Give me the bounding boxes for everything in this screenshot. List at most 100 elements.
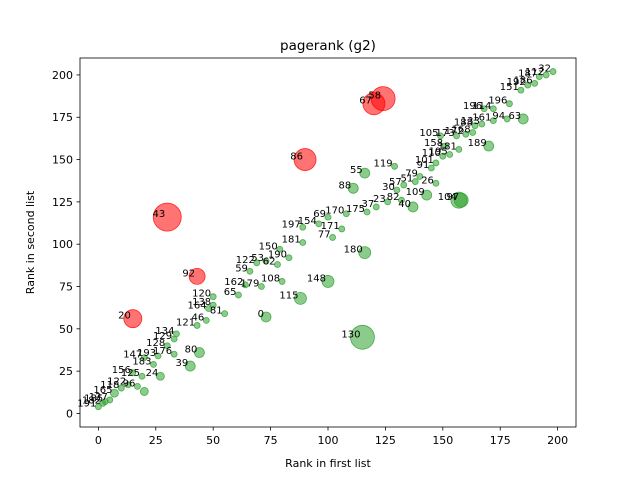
data-point-green [531, 79, 539, 87]
point-label: 154 [298, 216, 317, 227]
y-tick-label: 100 [52, 238, 73, 251]
point-label: 0 [258, 309, 264, 320]
data-point-green [274, 261, 281, 268]
data-point-green [398, 196, 405, 204]
y-tick-label: 50 [59, 323, 73, 336]
point-label: 130 [341, 329, 360, 340]
point-label: 151 [500, 82, 519, 93]
data-point-green [117, 384, 125, 392]
data-point-green [276, 245, 284, 253]
data-point-green [416, 173, 424, 180]
data-point-green [155, 371, 165, 381]
point-label: 55 [350, 165, 363, 176]
points-layer [94, 68, 557, 411]
point-label: 57 [389, 177, 402, 188]
x-axis-ticks: 0 25 50 75 100 125 150 175 200 [95, 427, 568, 447]
point-label: 101 [415, 155, 434, 166]
data-point-green [299, 223, 307, 231]
point-label: 183 [132, 356, 151, 367]
data-point-green [278, 278, 286, 285]
point-label: 32 [538, 64, 551, 75]
point-label: 170 [325, 206, 344, 217]
data-point-red [123, 309, 143, 329]
point-label: 175 [346, 204, 365, 215]
point-label: 63 [508, 111, 521, 122]
point-label: 81 [210, 306, 223, 317]
data-point-green [246, 267, 254, 275]
point-label: 171 [321, 221, 340, 232]
data-point-green [391, 162, 398, 170]
point-label: 46 [192, 312, 205, 323]
chart-title: pagerank (g2) [280, 38, 376, 54]
point-label: 127 [89, 392, 108, 403]
data-point-green [163, 342, 171, 350]
point-label: 181 [282, 235, 301, 246]
data-point-green [324, 213, 332, 221]
x-tick-label: 0 [95, 434, 102, 447]
data-point-green [258, 283, 265, 290]
data-point-green [384, 198, 392, 206]
point-label: 105 [419, 128, 438, 139]
point-label: 138 [192, 297, 211, 308]
point-label: 188 [454, 118, 473, 129]
point-label: 58 [368, 91, 381, 102]
data-point-green [235, 291, 242, 299]
point-label: 109 [406, 187, 425, 198]
x-tick-label: 175 [490, 434, 511, 447]
point-label: 158 [424, 138, 443, 149]
data-point-green [329, 234, 336, 241]
data-point-green [342, 210, 350, 218]
point-label: 40 [398, 199, 411, 210]
data-point-green [205, 305, 212, 312]
data-point-green [471, 122, 479, 130]
y-tick-label: 0 [66, 407, 73, 420]
point-label: 156 [112, 365, 131, 376]
data-point-green [411, 178, 419, 185]
point-label: 180 [344, 245, 363, 256]
point-label: 193 [137, 348, 156, 359]
point-label: 108 [261, 273, 280, 284]
y-axis-ticks: 0 25 50 75 100 125 150 175 200 [52, 69, 80, 420]
data-point-green [193, 322, 201, 329]
data-point-green [489, 117, 497, 125]
data-point-green [140, 354, 148, 362]
data-point-green [480, 105, 488, 113]
point-label: 112 [525, 67, 544, 78]
point-label: 185 [84, 394, 103, 405]
point-label: 79 [405, 168, 418, 179]
point-label: 120 [192, 289, 211, 300]
point-label: 94 [492, 111, 505, 122]
point-label: 119 [373, 158, 392, 169]
point-label: 86 [290, 152, 303, 163]
data-point-green [154, 352, 162, 360]
x-tick-label: 25 [149, 434, 163, 447]
x-axis-label: Rank in first list [285, 457, 371, 470]
data-point-green [506, 100, 513, 108]
point-label: 192 [507, 77, 526, 88]
point-label: 77 [318, 229, 331, 240]
point-label: 122 [107, 377, 126, 388]
data-point-green [209, 301, 217, 309]
data-point-green [202, 316, 210, 324]
point-label: 168 [452, 124, 471, 135]
point-label: 179 [240, 279, 259, 290]
y-tick-label: 150 [52, 154, 73, 167]
point-label: 26 [421, 175, 434, 186]
data-point-red [152, 202, 182, 232]
data-point-green [503, 115, 511, 123]
data-point-green [489, 105, 497, 113]
point-label: 165 [93, 385, 112, 396]
data-point-green [462, 130, 470, 138]
data-point-green [134, 382, 141, 390]
point-label: 30 [382, 182, 395, 193]
point-label: 196 [463, 101, 482, 112]
data-point-green [393, 186, 401, 194]
point-label: 148 [307, 273, 326, 284]
point-label: 196 [488, 96, 507, 107]
data-point-green [427, 164, 435, 172]
point-label: 176 [153, 346, 172, 357]
point-label: 121 [176, 317, 195, 328]
point-label: 134 [155, 326, 174, 337]
point-label: 161 [472, 113, 491, 124]
point-label: 115 [279, 290, 298, 301]
